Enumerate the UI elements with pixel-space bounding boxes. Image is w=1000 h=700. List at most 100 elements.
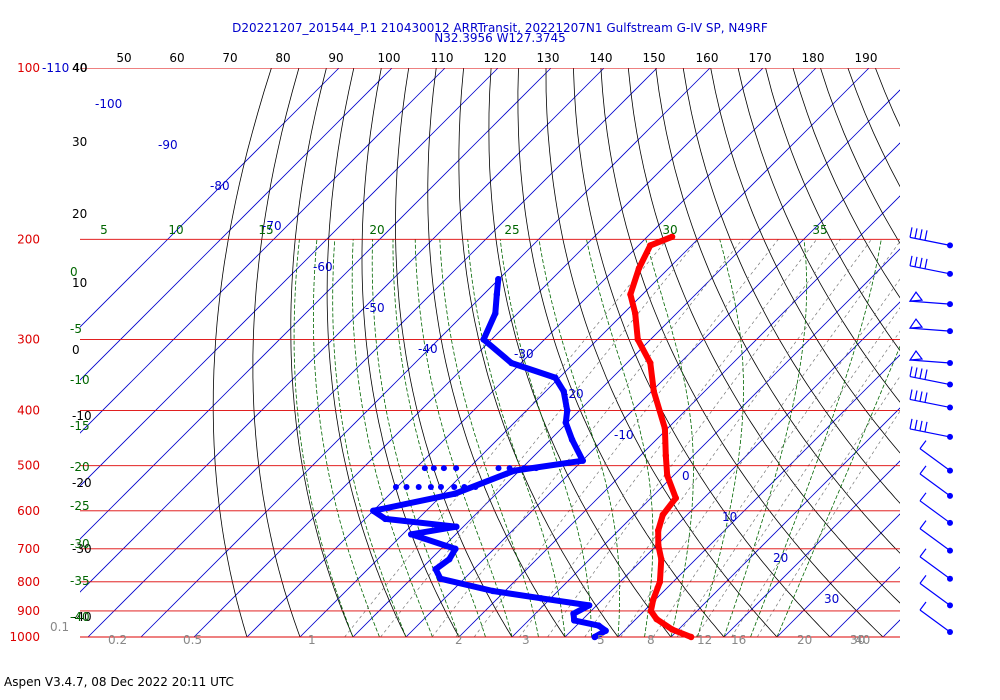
pressure-tick-label: 900	[17, 604, 40, 618]
dewpoint-profile-point	[451, 490, 459, 497]
mixing-ratio-line	[584, 239, 872, 638]
dry-adiabat	[737, 68, 900, 403]
temperature-profile-point	[647, 359, 654, 367]
isotherm-line	[352, 89, 900, 638]
dry-adiabat	[958, 68, 1000, 637]
dewpoint-profile-point	[493, 291, 501, 298]
wind-barb-flag	[919, 492, 927, 502]
chart-title-line2: N32.3956 W127.3745	[434, 31, 566, 45]
wind-barb-feather	[924, 230, 928, 241]
moist-adiabat	[439, 239, 539, 638]
dewpoint-scatter-point	[415, 484, 422, 491]
dry-adiabat	[252, 68, 301, 638]
mixing-ratio-line	[431, 239, 743, 638]
dewpoint-profile-point	[595, 622, 602, 629]
moist-adiabat-left-label: -5	[70, 322, 82, 336]
pressure-tick-label: 200	[17, 232, 40, 246]
wind-barb-shaft	[909, 359, 951, 364]
isotherm-line	[405, 142, 900, 638]
dewpoint-profile-point	[568, 436, 576, 443]
moist-adiabat	[776, 345, 900, 638]
temperature-profile	[627, 233, 695, 640]
isotherm-label: -10	[614, 428, 634, 442]
moist-adiabat-label: 20	[369, 223, 384, 237]
dewpoint-profile-point	[591, 633, 598, 641]
pressure-tick-label: 600	[17, 504, 40, 518]
top-scale-label: 190	[855, 51, 878, 65]
wind-barb-feather	[914, 367, 918, 378]
dewpoint-scatter-point	[453, 465, 460, 472]
top-scale-label: 50	[116, 51, 131, 65]
wind-barb-feather	[914, 256, 918, 267]
wind-barb-feather	[924, 392, 928, 403]
wind-barb-flag	[919, 575, 927, 584]
wind-barb-feather	[924, 369, 928, 380]
dry-adiabat	[765, 68, 900, 352]
dry-adiabat	[710, 68, 900, 454]
wind-barb-pennant	[908, 349, 924, 361]
wind-barb-shaft	[909, 375, 951, 386]
dewpoint-profile-point	[551, 374, 559, 381]
mixing-ratio-label: 30	[850, 633, 865, 647]
moist-adiabat	[293, 239, 354, 638]
dewpoint-profile-point	[508, 359, 515, 367]
temperature-profile-point	[655, 542, 662, 549]
isotherm-line	[87, 68, 658, 638]
isotherm-label: -60	[313, 260, 333, 274]
temperature-profile-point	[627, 291, 634, 298]
isotherm-label: -30	[514, 347, 534, 361]
mixing-ratio-label: 1	[308, 633, 316, 647]
isotherm-line	[80, 68, 605, 593]
dry-adiabat	[290, 68, 354, 638]
wind-barb-feather	[909, 366, 913, 377]
dewpoint-scatter-point	[437, 484, 444, 491]
dry-adiabat	[326, 68, 407, 638]
isotherm-label: -70	[262, 219, 282, 233]
dry-adiabat	[458, 68, 619, 638]
dry-adiabat	[545, 68, 778, 638]
temperature-profile-point	[653, 615, 660, 623]
wind-barb-shaft	[909, 236, 951, 246]
wind-barb-shaft	[909, 398, 951, 409]
dewpoint-scatter-point	[461, 484, 468, 491]
moist-adiabat-label: 5	[100, 223, 108, 237]
isotherm-label: -90	[158, 138, 178, 152]
isotherm-line	[80, 68, 552, 540]
top-scale-label: 90	[328, 51, 343, 65]
isotherm-line	[246, 68, 817, 638]
isotherm-line	[670, 407, 900, 638]
dewpoint-scatter-point	[392, 484, 399, 491]
wind-barb-feather	[909, 255, 913, 266]
isotherm-label: -20	[564, 387, 584, 401]
temperature-profile-point	[668, 233, 676, 241]
version-footer: Aspen V3.4.7, 08 Dec 2022 20:11 UTC	[4, 675, 234, 689]
temperature-profile-point	[672, 494, 680, 502]
pressure-tick-label: 1000	[9, 630, 40, 644]
temperature-profile-point	[632, 310, 639, 317]
wind-barb-shaft	[919, 609, 951, 633]
dewpoint-scatter-point	[506, 465, 513, 472]
isotherm-label: -40	[418, 342, 438, 356]
dewpoint-scatter-point	[430, 465, 437, 472]
wind-barb-feather	[924, 421, 928, 433]
isotherm-label: -100	[95, 97, 122, 111]
mixing-ratio-label: 8	[647, 633, 655, 647]
top-extra-label: -110	[42, 61, 69, 75]
wind-barb-feather	[919, 391, 923, 402]
moist-adiabat-label: 15	[258, 223, 273, 237]
moist-adiabat-left-label: -15	[70, 419, 90, 433]
moist-adiabat-label: 10	[168, 223, 183, 237]
chart-profiles	[370, 233, 695, 641]
dry-adiabat	[627, 68, 900, 604]
wind-barb-shaft	[919, 582, 951, 606]
isotherm-label: 20	[773, 551, 788, 565]
wind-barb-feather	[909, 418, 913, 430]
mixing-ratio-line	[620, 240, 900, 638]
moist-adiabat-left-label: -30	[70, 537, 90, 551]
dewpoint-profile-point	[537, 595, 545, 602]
temperature-profile-point	[658, 556, 665, 563]
top-scale-label: 80	[275, 51, 290, 65]
top-scale-label: 60	[169, 51, 184, 65]
